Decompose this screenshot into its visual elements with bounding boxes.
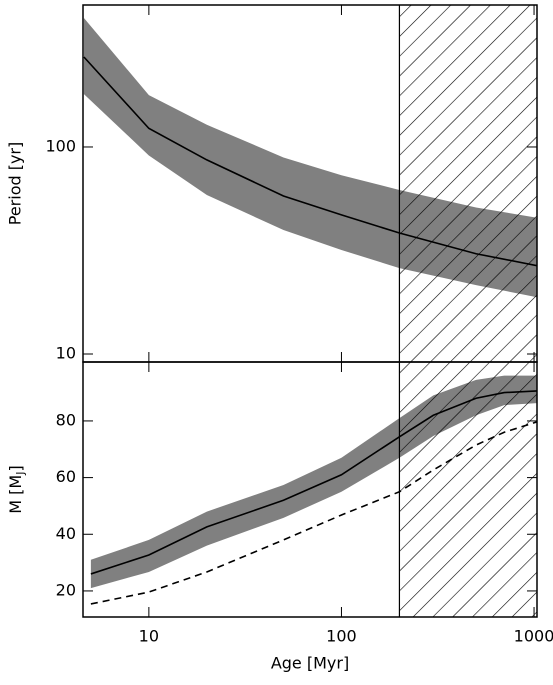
plot-area: [83, 5, 537, 362]
x-tick-label: 10: [139, 627, 159, 646]
hatched-region: [399, 362, 537, 617]
y-tick-label: 100: [45, 136, 76, 155]
y-axis-label: M [MJ]: [6, 465, 28, 513]
x-axis-label: Age [Myr]: [271, 654, 349, 673]
y-tick-label: 80: [56, 410, 76, 429]
y-label-suffix: ]: [6, 465, 25, 471]
y-tick-label: 10: [56, 344, 76, 363]
x-tick-label: 100: [326, 627, 357, 646]
x-tick-label: 1000: [514, 627, 553, 646]
y-label-subscript: J: [14, 472, 27, 476]
y-tick-label: 20: [56, 580, 76, 599]
y-axis-label: Period [yr]: [6, 142, 25, 226]
y-tick-label: 60: [56, 467, 76, 486]
y-label-text: M [M: [6, 475, 25, 514]
y-tick-label: 40: [56, 524, 76, 543]
axes-frame: [82, 361, 538, 618]
plot-area: [90, 362, 537, 617]
hatched-region: [399, 5, 537, 362]
